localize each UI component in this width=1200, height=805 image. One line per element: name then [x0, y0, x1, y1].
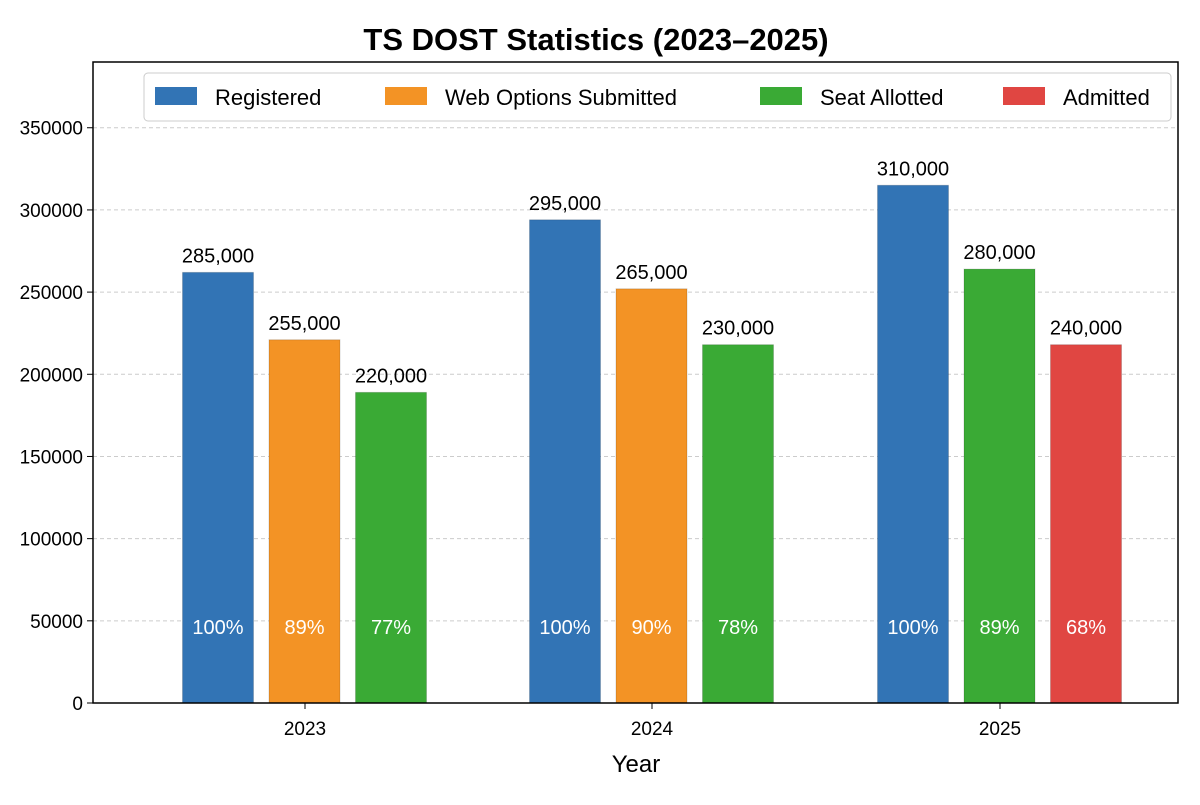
- bar-value-label: 230,000: [702, 318, 774, 340]
- y-tick-label: 350000: [20, 119, 83, 140]
- bar-value-label: 280,000: [963, 242, 1035, 264]
- legend-label: Seat Allotted: [820, 85, 944, 110]
- bar-percent-label: 100%: [192, 617, 243, 639]
- bar: [182, 271, 254, 704]
- bar-value-label: 240,000: [1050, 318, 1122, 340]
- y-tick-label: 100000: [20, 530, 83, 551]
- legend-label: Registered: [215, 85, 321, 110]
- bar-percent-label: 100%: [887, 617, 938, 639]
- y-tick-label: 0: [72, 694, 83, 715]
- x-tick-label: 2025: [979, 719, 1021, 740]
- legend-swatch: [760, 87, 802, 105]
- y-tick-label: 200000: [20, 365, 83, 386]
- y-tick-label: 300000: [20, 201, 83, 222]
- bar: [615, 288, 688, 704]
- legend-label: Admitted: [1063, 85, 1150, 110]
- bar-percent-label: 89%: [979, 617, 1019, 639]
- x-tick-label: 2023: [284, 719, 326, 740]
- bar-percent-label: 77%: [371, 617, 411, 639]
- bar: [355, 391, 427, 704]
- bar-percent-label: 90%: [631, 617, 671, 639]
- legend-box: [143, 72, 1172, 122]
- bar-percent-label: 68%: [1066, 617, 1106, 639]
- bar-percent-label: 78%: [718, 617, 758, 639]
- legend-swatch: [155, 87, 197, 105]
- bar: [702, 344, 774, 704]
- bar-percent-label: 100%: [539, 617, 590, 639]
- bar-value-label: 220,000: [355, 365, 427, 387]
- bar: [529, 219, 601, 704]
- bar-value-label: 255,000: [268, 313, 340, 335]
- bar-value-label: 265,000: [615, 262, 687, 284]
- x-tick-label: 2024: [631, 719, 674, 740]
- legend-swatch: [1003, 87, 1045, 105]
- bar-value-label: 285,000: [182, 245, 254, 267]
- bar-percent-label: 89%: [284, 617, 324, 639]
- legend-swatch: [385, 87, 427, 105]
- y-tick-label: 150000: [20, 447, 83, 468]
- bar-value-label: 310,000: [877, 158, 949, 180]
- x-axis-label: Year: [612, 751, 661, 778]
- bar: [1050, 344, 1122, 704]
- bar: [268, 339, 341, 704]
- y-tick-label: 250000: [20, 283, 83, 304]
- bar-value-label: 295,000: [529, 193, 601, 215]
- y-tick-label: 50000: [30, 612, 83, 633]
- legend-label: Web Options Submitted: [445, 85, 677, 110]
- plot-frame: [92, 61, 1179, 704]
- chart-title: TS DOST Statistics (2023–2025): [363, 22, 828, 57]
